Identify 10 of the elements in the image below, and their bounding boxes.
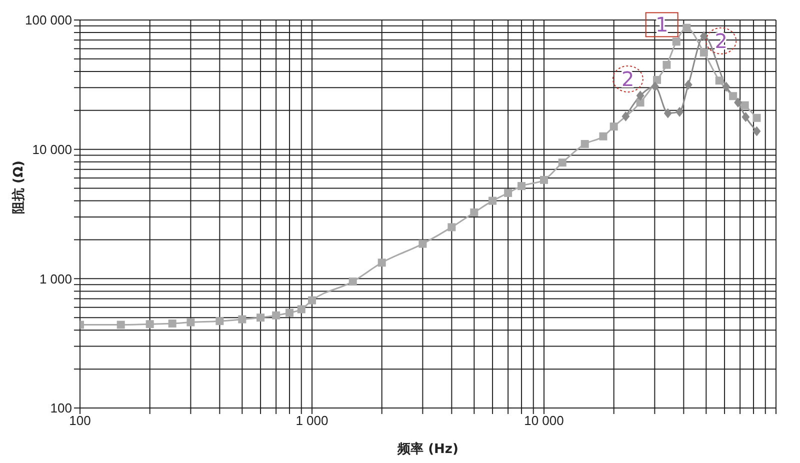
y-tick-label: 10 000	[32, 142, 72, 157]
y-tick-label: 100 000	[25, 12, 72, 28]
x-tick-label: 10 000	[524, 413, 564, 428]
x-tick-label: 1 000	[296, 413, 328, 428]
y-tick-label: 1 000	[39, 271, 72, 286]
y-axis-title: 阻抗 (Ω)	[10, 160, 27, 214]
x-axis-title: 频率 (Hz)	[396, 441, 458, 457]
y-tick-label: 100	[50, 400, 72, 416]
annotation: 2	[622, 66, 634, 91]
x-tick-label: 100	[69, 413, 91, 428]
